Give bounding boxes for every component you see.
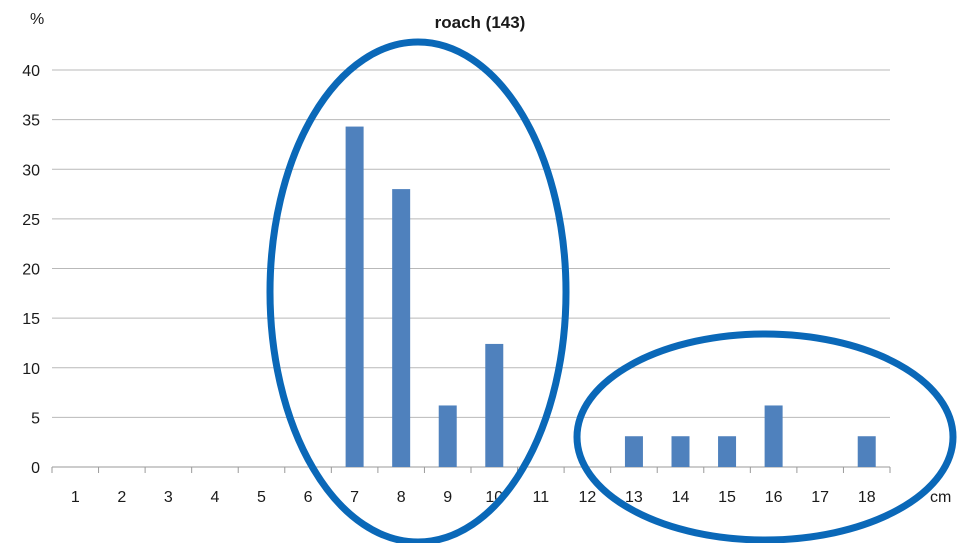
x-tick-label: 2 [117, 489, 126, 506]
bar-8 [392, 189, 411, 467]
bar-15 [718, 436, 737, 467]
x-tick-label: 17 [811, 489, 829, 506]
x-tick-label: 5 [257, 489, 266, 506]
highlight-ellipse [573, 330, 957, 543]
x-tick-label: 9 [443, 489, 452, 506]
y-tick-label: 40 [22, 63, 40, 80]
y-axis-unit: % [30, 11, 44, 28]
bar-9 [438, 405, 457, 467]
x-tick-label: 11 [533, 489, 550, 506]
y-tick-label: 5 [31, 410, 40, 427]
x-tick-label: 1 [71, 489, 80, 506]
bars [345, 126, 876, 467]
x-tick-label: 8 [397, 489, 406, 506]
x-tick-label: 4 [210, 489, 219, 506]
highlight-ellipses [266, 38, 957, 543]
y-tick-label: 30 [22, 162, 40, 179]
bar-16 [764, 405, 783, 467]
bar-10 [485, 343, 504, 467]
y-tick-label: 15 [22, 311, 40, 328]
y-tick-label: 25 [22, 212, 40, 229]
gridlines [51, 69, 891, 473]
y-tick-label: 0 [31, 460, 40, 477]
x-tick-label: 14 [672, 489, 690, 506]
x-tick-label: 7 [350, 489, 359, 506]
y-tick-label: 20 [22, 262, 40, 279]
x-axis-ticks: 1 2 3 4 5 6 7 8 9 10 11 12 13 14 15 16 17 18 [71, 489, 876, 506]
y-tick-label: 10 [22, 361, 40, 378]
x-axis-unit: cm [930, 489, 951, 506]
bar-18 [857, 436, 876, 467]
x-tick-label: 12 [578, 489, 596, 506]
chart-title: roach (143) [435, 13, 526, 32]
x-tick-label: 6 [304, 489, 313, 506]
x-tick-label: 13 [625, 489, 643, 506]
x-tick-label: 15 [718, 489, 736, 506]
x-tick-label: 3 [164, 489, 173, 506]
y-tick-label: 35 [22, 113, 40, 130]
bar-7 [345, 126, 364, 467]
x-tick-label: 16 [765, 489, 783, 506]
bar-14 [671, 436, 690, 467]
x-tick-label: 18 [858, 489, 876, 506]
highlight-ellipse [266, 38, 570, 543]
bar-13 [624, 436, 643, 467]
y-axis-ticks: 0 5 10 15 20 25 30 35 40 [22, 63, 40, 477]
